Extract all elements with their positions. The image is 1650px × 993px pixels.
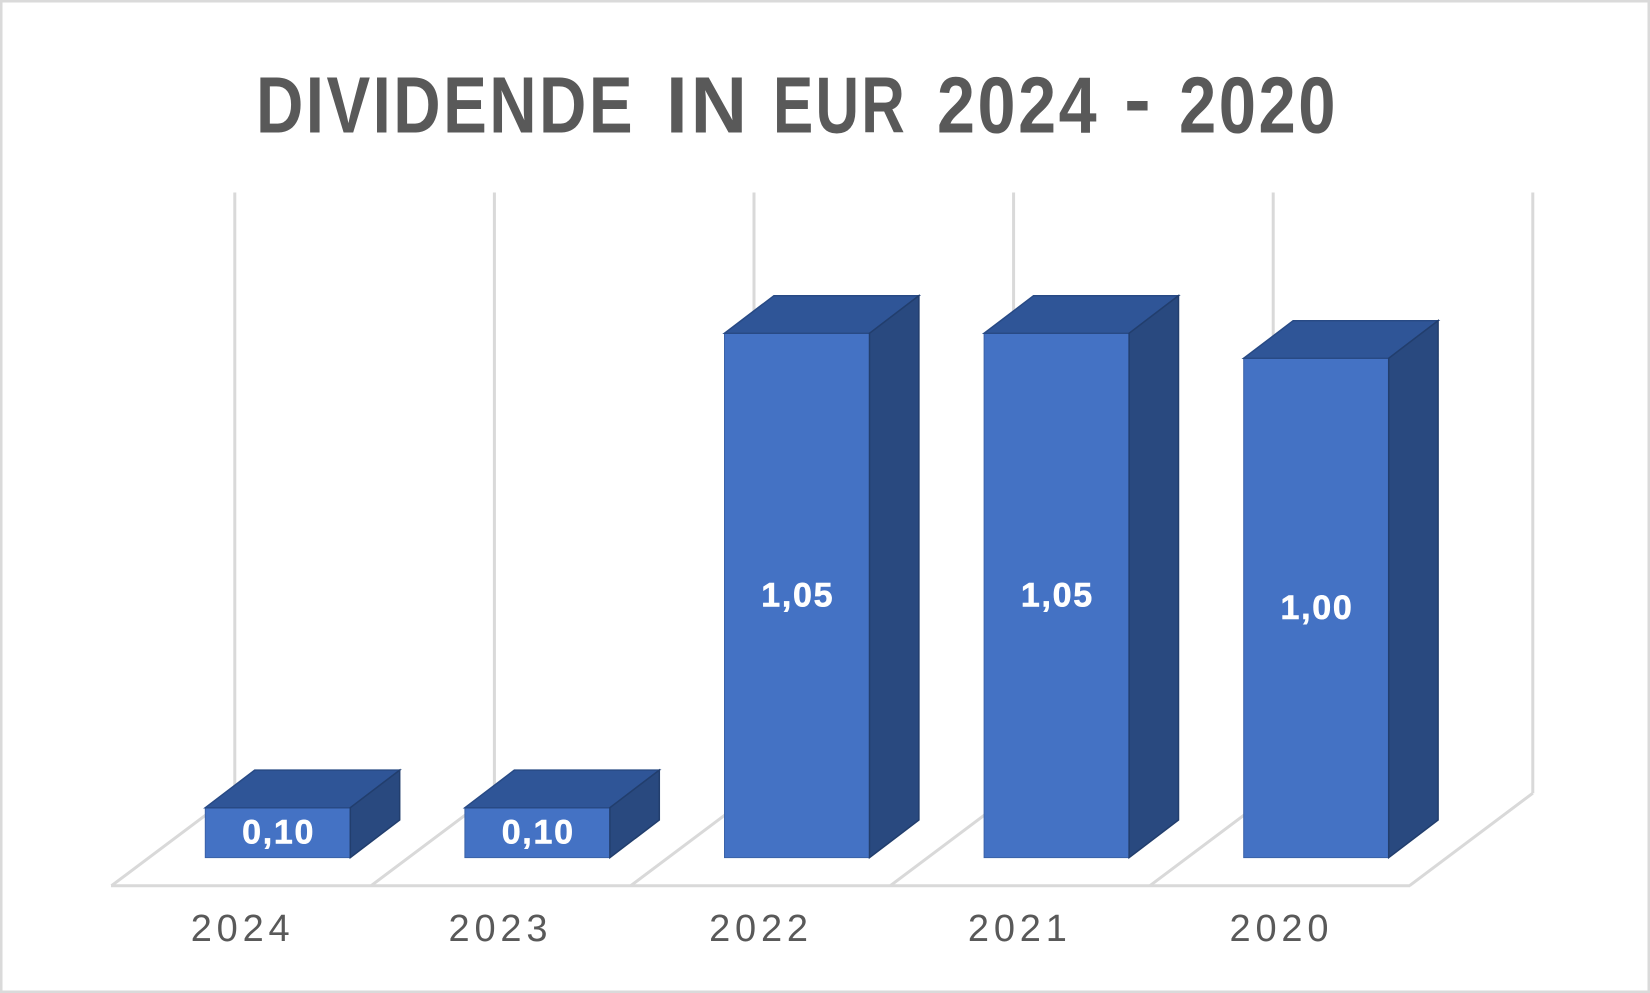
svg-text:EUR: EUR: [773, 61, 907, 150]
svg-text:2024: 2024: [191, 908, 295, 950]
svg-text:DIVIDENDE: DIVIDENDE: [256, 61, 635, 150]
svg-text:2021: 2021: [968, 908, 1072, 950]
svg-text:0,10: 0,10: [502, 814, 575, 852]
svg-text:2022: 2022: [709, 908, 813, 950]
svg-text:1,05: 1,05: [761, 577, 834, 615]
svg-text:0,10: 0,10: [242, 814, 315, 852]
svg-text:1,00: 1,00: [1281, 589, 1354, 627]
svg-text:2023: 2023: [449, 908, 553, 950]
svg-text:2024: 2024: [937, 61, 1099, 150]
svg-text:2020: 2020: [1179, 61, 1338, 150]
svg-text:IN: IN: [666, 61, 750, 150]
svg-text:-: -: [1124, 55, 1151, 144]
svg-text:2020: 2020: [1230, 908, 1334, 950]
svg-text:1,05: 1,05: [1021, 577, 1094, 615]
